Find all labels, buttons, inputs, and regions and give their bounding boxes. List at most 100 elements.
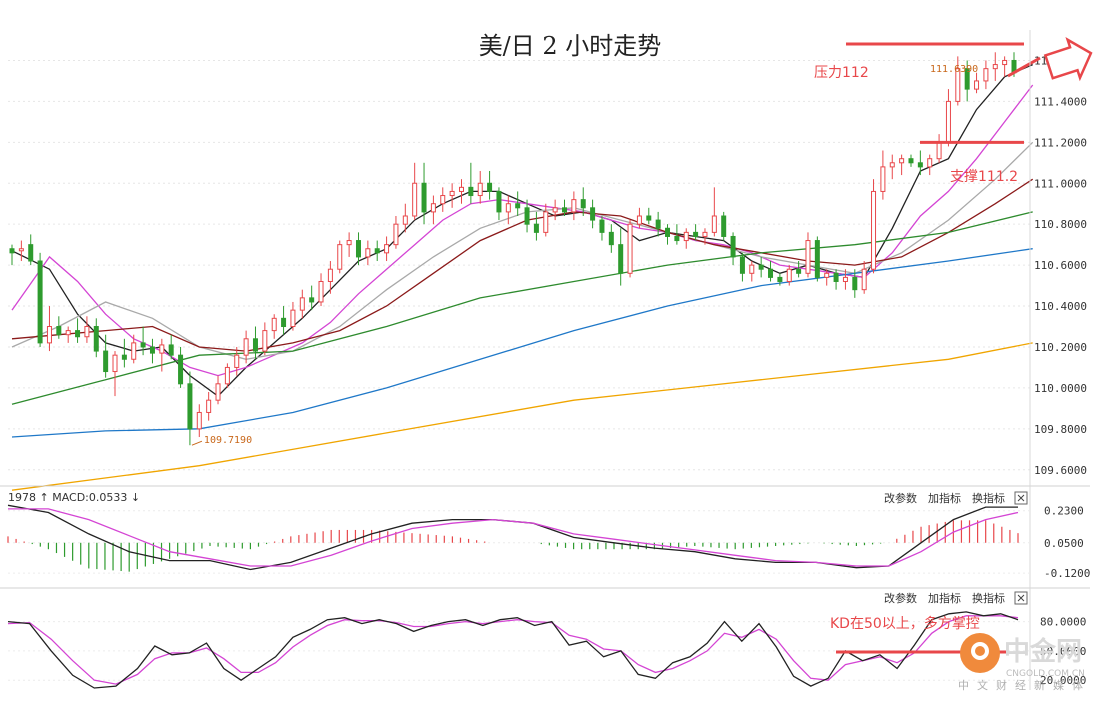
candle bbox=[487, 170, 493, 200]
candle bbox=[178, 346, 184, 388]
toolbar-button[interactable]: 换指标 bbox=[972, 491, 1005, 505]
kd-annotation: KD在50以上，多方掌控 bbox=[830, 615, 980, 632]
macd-grid bbox=[8, 510, 1030, 574]
candle-body bbox=[636, 215, 642, 225]
arrow-stem bbox=[1007, 56, 1041, 78]
candle-body bbox=[112, 354, 118, 373]
toolbar-button[interactable]: 换指标 bbox=[972, 591, 1005, 605]
candle-body bbox=[992, 64, 998, 70]
candle-body bbox=[927, 158, 933, 168]
macd-dea-line bbox=[8, 508, 1019, 567]
candle bbox=[786, 265, 792, 286]
candle-body bbox=[945, 100, 951, 143]
candle bbox=[384, 236, 390, 262]
candle-body bbox=[889, 162, 895, 168]
candle-body bbox=[93, 326, 99, 352]
candle bbox=[393, 216, 399, 249]
candle-body bbox=[777, 276, 783, 282]
toolbar-button[interactable]: 加指标 bbox=[928, 591, 961, 605]
candle-body bbox=[730, 235, 736, 258]
candle-body bbox=[430, 203, 436, 213]
y-tick-label: 111.0000 bbox=[1034, 177, 1087, 190]
toolbar-button[interactable]: 加指标 bbox=[928, 491, 961, 505]
main-annotations: 压力112 支撑111.2 111.6390 109.7190 bbox=[191, 37, 1093, 446]
moving-average-line bbox=[11, 211, 1033, 405]
kd-k-line bbox=[7, 611, 1019, 689]
candle-body bbox=[243, 338, 249, 356]
candle bbox=[421, 162, 427, 225]
candle-body bbox=[37, 260, 43, 344]
candle-body bbox=[571, 199, 577, 213]
candle-body bbox=[487, 182, 493, 192]
macd-lines bbox=[7, 504, 1019, 571]
candle-body bbox=[674, 235, 680, 242]
candle bbox=[140, 326, 146, 356]
candle bbox=[243, 330, 249, 364]
candle-body bbox=[964, 68, 970, 90]
candle-body bbox=[721, 215, 727, 237]
candle-body bbox=[440, 195, 446, 205]
y-tick-label: 20.0000 bbox=[1040, 674, 1086, 687]
candle-body bbox=[983, 68, 989, 82]
candle bbox=[758, 256, 764, 278]
candle-body bbox=[646, 215, 652, 221]
kd-lines bbox=[7, 611, 1019, 689]
candle-body bbox=[149, 346, 155, 354]
toolbar-button[interactable]: 改参数 bbox=[884, 491, 917, 505]
candle bbox=[824, 269, 830, 286]
candle bbox=[131, 334, 137, 364]
candle bbox=[992, 52, 998, 81]
logo-dot-icon bbox=[975, 646, 985, 656]
candle bbox=[402, 203, 408, 233]
candle-body bbox=[505, 203, 511, 213]
candle-body bbox=[805, 240, 811, 274]
candle-body bbox=[496, 190, 502, 213]
candle-body bbox=[739, 256, 745, 274]
candle-body bbox=[131, 342, 137, 360]
candle bbox=[599, 216, 605, 241]
candle-body bbox=[758, 264, 764, 270]
candle bbox=[9, 244, 15, 266]
candle-body bbox=[412, 182, 418, 217]
candle bbox=[543, 203, 549, 237]
candle-body bbox=[215, 383, 221, 401]
candle bbox=[355, 232, 361, 266]
candle-body bbox=[618, 244, 624, 274]
y-tick-label: 0.0500 bbox=[1044, 537, 1084, 550]
resistance-label: 压力112 bbox=[814, 65, 869, 81]
kd-y-axis: 80.0000 50.0000 20.0000 bbox=[1040, 616, 1086, 688]
candle-body bbox=[178, 354, 184, 385]
candle bbox=[18, 240, 24, 262]
candle-body bbox=[337, 244, 343, 270]
candle bbox=[889, 154, 895, 180]
candle-body bbox=[65, 330, 71, 336]
candle-body bbox=[917, 162, 923, 168]
candle-body bbox=[121, 354, 127, 360]
candle bbox=[964, 60, 970, 102]
candle bbox=[224, 363, 230, 388]
candle bbox=[477, 170, 483, 204]
candle bbox=[271, 314, 277, 339]
y-tick-label: 109.8000 bbox=[1034, 423, 1087, 436]
candle bbox=[655, 211, 661, 237]
toolbar-button[interactable]: 改参数 bbox=[884, 591, 917, 605]
candle-body bbox=[608, 231, 614, 246]
candle-body bbox=[833, 272, 839, 282]
y-tick-label: 109.6000 bbox=[1034, 464, 1087, 477]
candle bbox=[206, 392, 212, 421]
candle bbox=[665, 224, 671, 245]
low-pointer bbox=[191, 440, 203, 446]
candle-body bbox=[206, 399, 212, 413]
candle bbox=[112, 351, 118, 397]
candle bbox=[636, 207, 642, 229]
candle bbox=[505, 195, 511, 225]
close-icon-glyph bbox=[1017, 494, 1025, 502]
candle-body bbox=[768, 268, 774, 278]
candle bbox=[524, 199, 530, 233]
candle-body bbox=[393, 223, 399, 246]
candle bbox=[346, 232, 352, 257]
candle-body bbox=[693, 231, 699, 237]
candle-body bbox=[159, 344, 165, 354]
candle-body bbox=[533, 223, 539, 233]
